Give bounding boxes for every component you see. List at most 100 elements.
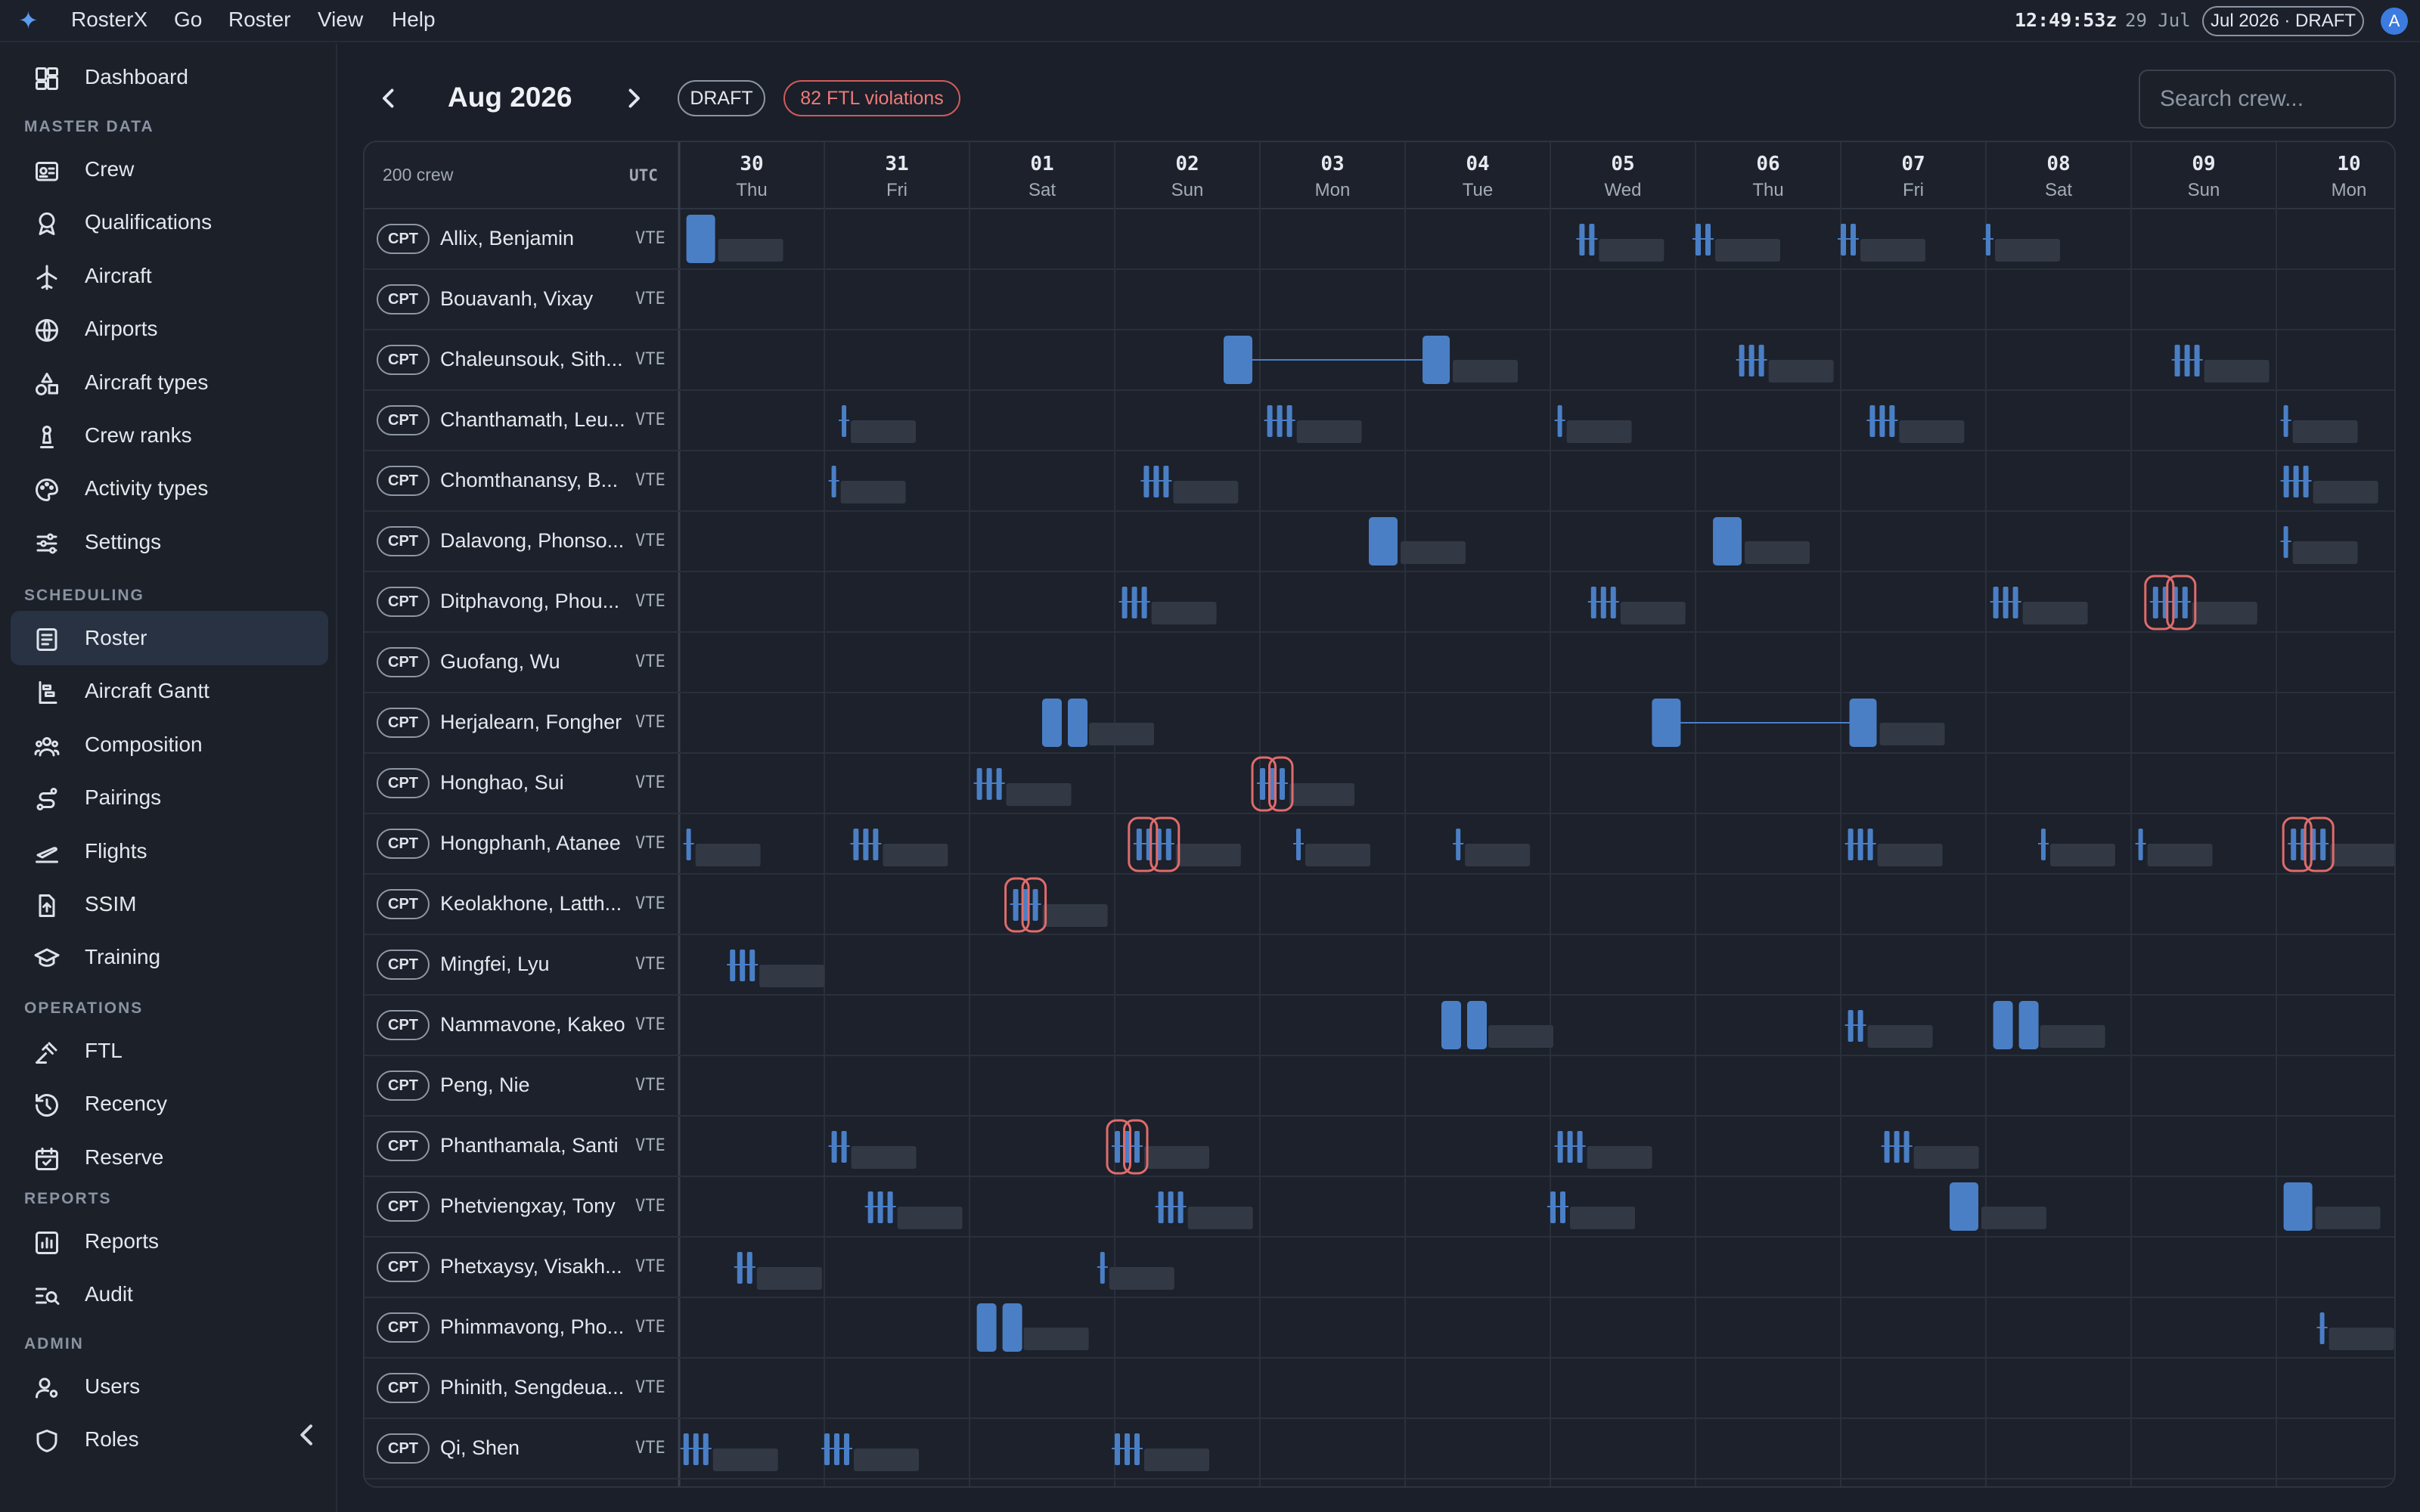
sidebar-item-crew[interactable]: Crew (11, 142, 328, 197)
duty-block (1441, 1001, 1461, 1049)
crew-row[interactable]: CPT Chomthanansy, B... VTE (365, 451, 679, 511)
sidebar-item-reports[interactable]: Reports (11, 1214, 328, 1269)
duty-block (1224, 336, 1252, 384)
flight-leg (746, 1252, 752, 1284)
day-weekday: Tue (1462, 180, 1494, 200)
sidebar-item-activity-types[interactable]: Activity types (11, 461, 328, 516)
crew-row[interactable]: CPT Phanthamala, Santi VTE (365, 1116, 679, 1176)
flight-leg (1122, 587, 1128, 618)
next-month-button[interactable] (620, 85, 647, 112)
calendar-check-icon (36, 1147, 58, 1170)
crew-row[interactable]: CPT Qi, Shen VTE (365, 1418, 679, 1479)
sidebar-item-training[interactable]: Training (11, 930, 328, 984)
crew-name: Honghao, Sui (440, 771, 564, 794)
day-weekday: Sat (1028, 180, 1056, 200)
menu-go[interactable]: Go (174, 8, 203, 31)
crew-row[interactable]: CPT Nammavone, Kakeo VTE (365, 995, 679, 1055)
sidebar-item-settings[interactable]: Settings (11, 515, 328, 569)
chess-pawn-icon (40, 426, 54, 448)
crew-row[interactable]: CPT Keolakhone, Latth... VTE (365, 874, 679, 934)
sidebar-item-audit[interactable]: Audit (11, 1267, 328, 1321)
flight-leg (844, 1433, 849, 1465)
rest-period (1899, 420, 1965, 443)
app-name: RosterX (71, 8, 148, 31)
rest-period (1768, 360, 1834, 383)
ftl-violations-badge[interactable]: 82 FTL violations (783, 80, 960, 116)
crew-row[interactable]: CPT Chanthamath, Leu... VTE (365, 390, 679, 451)
crew-row[interactable]: CPT Peng, Nie VTE (365, 1055, 679, 1116)
period-badge[interactable]: Jul 2026 · DRAFT (2202, 6, 2364, 36)
duty-block (1652, 699, 1681, 747)
roster-header (337, 44, 2420, 139)
plane-takeoff-icon (36, 846, 58, 863)
crew-base: VTE (635, 592, 666, 611)
crew-name: Phetviengxay, Tony (440, 1194, 616, 1217)
roster-grid: 200 crew UTC 30 Thu 31 Fri 01 Sat 02 Sun 03 Mon 04… (363, 141, 2396, 1488)
crew-row[interactable]: CPT Guofang, Wu VTE (365, 632, 679, 692)
flight-leg (1889, 405, 1895, 437)
crew-row[interactable]: CPT Phimmavong, Pho... VTE (365, 1297, 679, 1358)
menu-roster[interactable]: Roster (228, 8, 291, 31)
sidebar-item-roles[interactable]: Roles (11, 1412, 328, 1467)
sidebar-item-aircraft-gantt[interactable]: Aircraft Gantt (11, 664, 328, 718)
ftl-violation-marker (2166, 575, 2197, 631)
rest-period (1981, 1207, 2046, 1229)
crew-row[interactable]: CPT Phinith, Sengdeua... VTE (365, 1358, 679, 1418)
flight-leg (1158, 1191, 1164, 1223)
ftl-violation-marker (1268, 756, 1294, 812)
day-number: 07 (1901, 153, 1925, 175)
ftl-violation-marker (2144, 575, 2175, 631)
crew-row[interactable]: CPT Mingfei, Lyu VTE (365, 934, 679, 995)
rest-period (1296, 420, 1362, 443)
sidebar-item-crew-ranks[interactable]: Crew ranks (11, 408, 328, 463)
crew-row[interactable]: CPT Chaleunsouk, Sith... VTE (365, 330, 679, 390)
prev-month-button[interactable] (375, 85, 402, 112)
sidebar-item-dashboard[interactable]: Dashboard (11, 50, 328, 104)
flight-leg (740, 950, 746, 981)
crew-row[interactable]: CPT Phetxaysy, Visakh... VTE (365, 1237, 679, 1297)
sidebar-item-users[interactable]: Users (11, 1359, 328, 1414)
sidebar-item-roster[interactable]: Roster (11, 611, 328, 665)
duty-block (1467, 1001, 1487, 1049)
crew-search-input[interactable] (2139, 70, 2396, 129)
month-label: Aug 2026 (448, 82, 572, 113)
sidebar-item-composition[interactable]: Composition (11, 717, 328, 772)
flight-leg (1270, 768, 1275, 800)
flight-leg (1153, 466, 1159, 497)
crew-row[interactable]: CPT Dalavong, Phonso... VTE (365, 511, 679, 572)
rest-period (1566, 420, 1632, 443)
sidebar-item-ftl[interactable]: FTL (11, 1024, 328, 1078)
flight-leg (1986, 224, 1990, 256)
sidebar-item-qualifications[interactable]: Qualifications (11, 195, 328, 249)
collapse-sidebar-button[interactable] (292, 1420, 322, 1450)
sidebar-item-flights[interactable]: Flights (11, 824, 328, 878)
crew-row[interactable]: CPT Allix, Benjamin VTE (365, 209, 679, 269)
rank-badge: CPT (377, 1373, 430, 1403)
sidebar-item-pairings[interactable]: Pairings (11, 770, 328, 825)
crew-row[interactable]: CPT Bouavanh, Vixay VTE (365, 269, 679, 330)
flight-leg (863, 829, 869, 860)
sidebar-item-label: Dashboard (85, 65, 188, 88)
crew-row[interactable]: CPT Phetviengxay, Tony VTE (365, 1176, 679, 1237)
flight-leg (1168, 1191, 1174, 1223)
user-avatar[interactable]: A (2381, 8, 2408, 35)
sidebar-item-ssim[interactable]: SSIM (11, 877, 328, 931)
duty-block (1042, 699, 1062, 747)
menu-help[interactable]: Help (392, 8, 436, 31)
flight-leg (2283, 526, 2288, 558)
rest-period (1109, 1267, 1174, 1290)
crew-row[interactable]: CPT Herjalearn, Fongher VTE (365, 692, 679, 753)
sidebar-item-aircraft-types[interactable]: Aircraft types (11, 355, 328, 410)
sidebar-item-airports[interactable]: Airports (11, 302, 328, 356)
crew-base: VTE (635, 350, 666, 369)
sidebar-item-reserve[interactable]: Reserve (11, 1130, 328, 1185)
crew-row[interactable]: CPT Ditphavong, Phou... VTE (365, 572, 679, 632)
sidebar-item-aircraft[interactable]: Aircraft (11, 249, 328, 303)
crew-row[interactable]: CPT Hongphanh, Atanee VTE (365, 813, 679, 874)
flight-leg (1134, 1433, 1140, 1465)
crew-row[interactable]: CPT Honghao, Sui VTE (365, 753, 679, 813)
menu-view[interactable]: View (318, 8, 364, 31)
flight-leg (1163, 466, 1169, 497)
sidebar-item-recency[interactable]: Recency (11, 1077, 328, 1131)
rest-period (1289, 783, 1354, 806)
